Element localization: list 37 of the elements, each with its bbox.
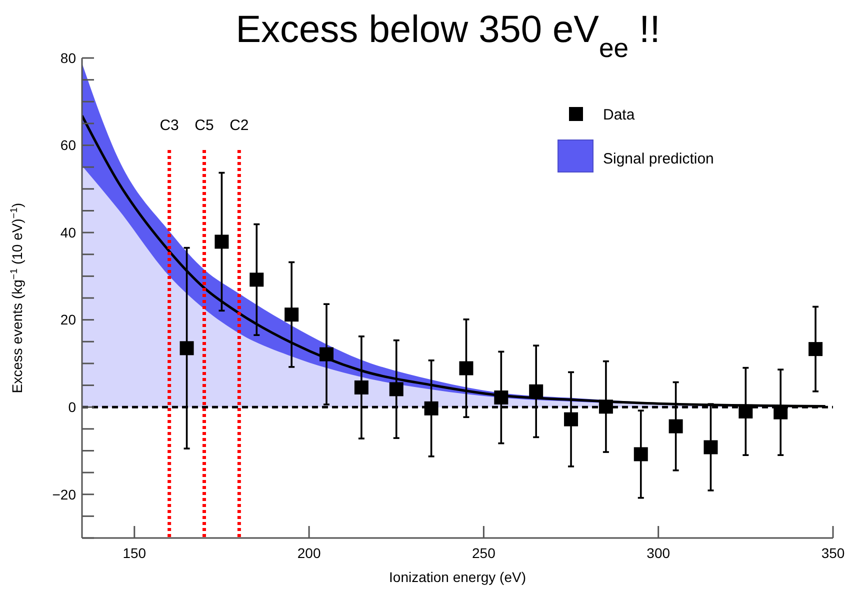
point: [598, 400, 613, 414]
x-tick-label: 150: [122, 545, 146, 561]
point: [354, 380, 368, 394]
point: [564, 412, 578, 426]
legend-label: Data: [603, 106, 636, 124]
point: [180, 341, 194, 356]
ref-line-label: C3: [160, 117, 179, 134]
point: [529, 384, 544, 398]
point: [738, 404, 753, 418]
ref-line-label: C2: [230, 117, 249, 134]
point: [250, 272, 264, 287]
x-tick-label: 300: [646, 545, 670, 561]
y-tick-label: 40: [60, 224, 76, 240]
chart-title: Excess below 350 eV$_{ee}$ !!: [236, 9, 660, 63]
point: [214, 234, 229, 249]
y-tick-label: −20: [52, 486, 76, 502]
y-tick-label: 60: [60, 137, 76, 154]
x-axis-title: Ionization energy (eV): [389, 569, 526, 585]
point: [459, 361, 474, 376]
point: [320, 347, 334, 362]
point: [634, 447, 648, 462]
x-tick-label: 350: [821, 545, 845, 561]
y-tick-label: 0: [68, 398, 76, 415]
point: [808, 342, 823, 356]
legend-label: Signal prediction: [603, 150, 714, 168]
point: [284, 308, 299, 322]
x-tick-label: 200: [297, 545, 321, 561]
point: [774, 405, 788, 420]
y-tick-label: 20: [60, 312, 76, 328]
point: [494, 390, 508, 404]
point: [424, 401, 438, 416]
point: [668, 419, 683, 434]
x-tick-label: 250: [472, 545, 496, 561]
point: [389, 382, 404, 396]
y-tick-label: 80: [60, 50, 76, 66]
point: [704, 440, 718, 454]
ref-line-label: C5: [194, 117, 214, 134]
